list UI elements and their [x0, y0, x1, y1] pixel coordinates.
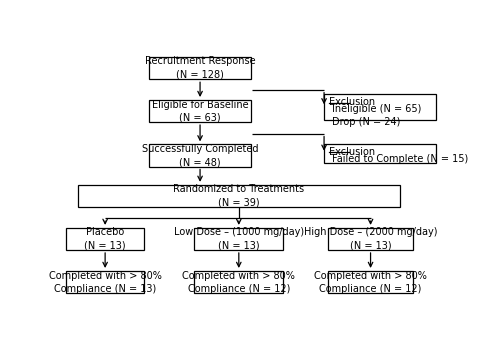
- Text: Successfully Completed
(N = 48): Successfully Completed (N = 48): [142, 144, 258, 167]
- Text: Completed with > 80%
Compliance (N = 13): Completed with > 80% Compliance (N = 13): [48, 271, 162, 294]
- FancyBboxPatch shape: [328, 271, 413, 293]
- FancyBboxPatch shape: [148, 57, 252, 79]
- FancyBboxPatch shape: [148, 100, 252, 122]
- Text: Exclusion: Exclusion: [328, 97, 375, 107]
- FancyBboxPatch shape: [194, 271, 284, 293]
- Text: Placebo
(N = 13): Placebo (N = 13): [84, 227, 126, 251]
- Text: Completed with > 80%
Compliance (N = 12): Completed with > 80% Compliance (N = 12): [314, 271, 427, 294]
- Text: Completed with > 80%
Compliance (N = 12): Completed with > 80% Compliance (N = 12): [182, 271, 295, 294]
- FancyBboxPatch shape: [148, 144, 252, 167]
- FancyBboxPatch shape: [78, 185, 400, 207]
- FancyBboxPatch shape: [194, 228, 284, 250]
- Text: Failed to Complete (N = 15): Failed to Complete (N = 15): [332, 154, 468, 164]
- FancyBboxPatch shape: [66, 228, 144, 250]
- Text: Exclusion: Exclusion: [328, 146, 375, 157]
- FancyBboxPatch shape: [324, 94, 436, 120]
- Text: High Dose – (2000 mg/day)
(N = 13): High Dose – (2000 mg/day) (N = 13): [304, 227, 438, 251]
- Text: Eligible for Baseline
(N = 63): Eligible for Baseline (N = 63): [152, 100, 248, 123]
- Text: Recruitment Response
(N = 128): Recruitment Response (N = 128): [145, 57, 256, 80]
- FancyBboxPatch shape: [66, 271, 144, 293]
- FancyBboxPatch shape: [324, 144, 436, 163]
- FancyBboxPatch shape: [328, 228, 413, 250]
- Text: Ineligible (N = 65)
Drop (N = 24): Ineligible (N = 65) Drop (N = 24): [332, 104, 421, 127]
- Text: Randomized to Treatments
(N = 39): Randomized to Treatments (N = 39): [174, 184, 304, 207]
- Text: Low Dose – (1000 mg/day)
(N = 13): Low Dose – (1000 mg/day) (N = 13): [174, 227, 304, 251]
